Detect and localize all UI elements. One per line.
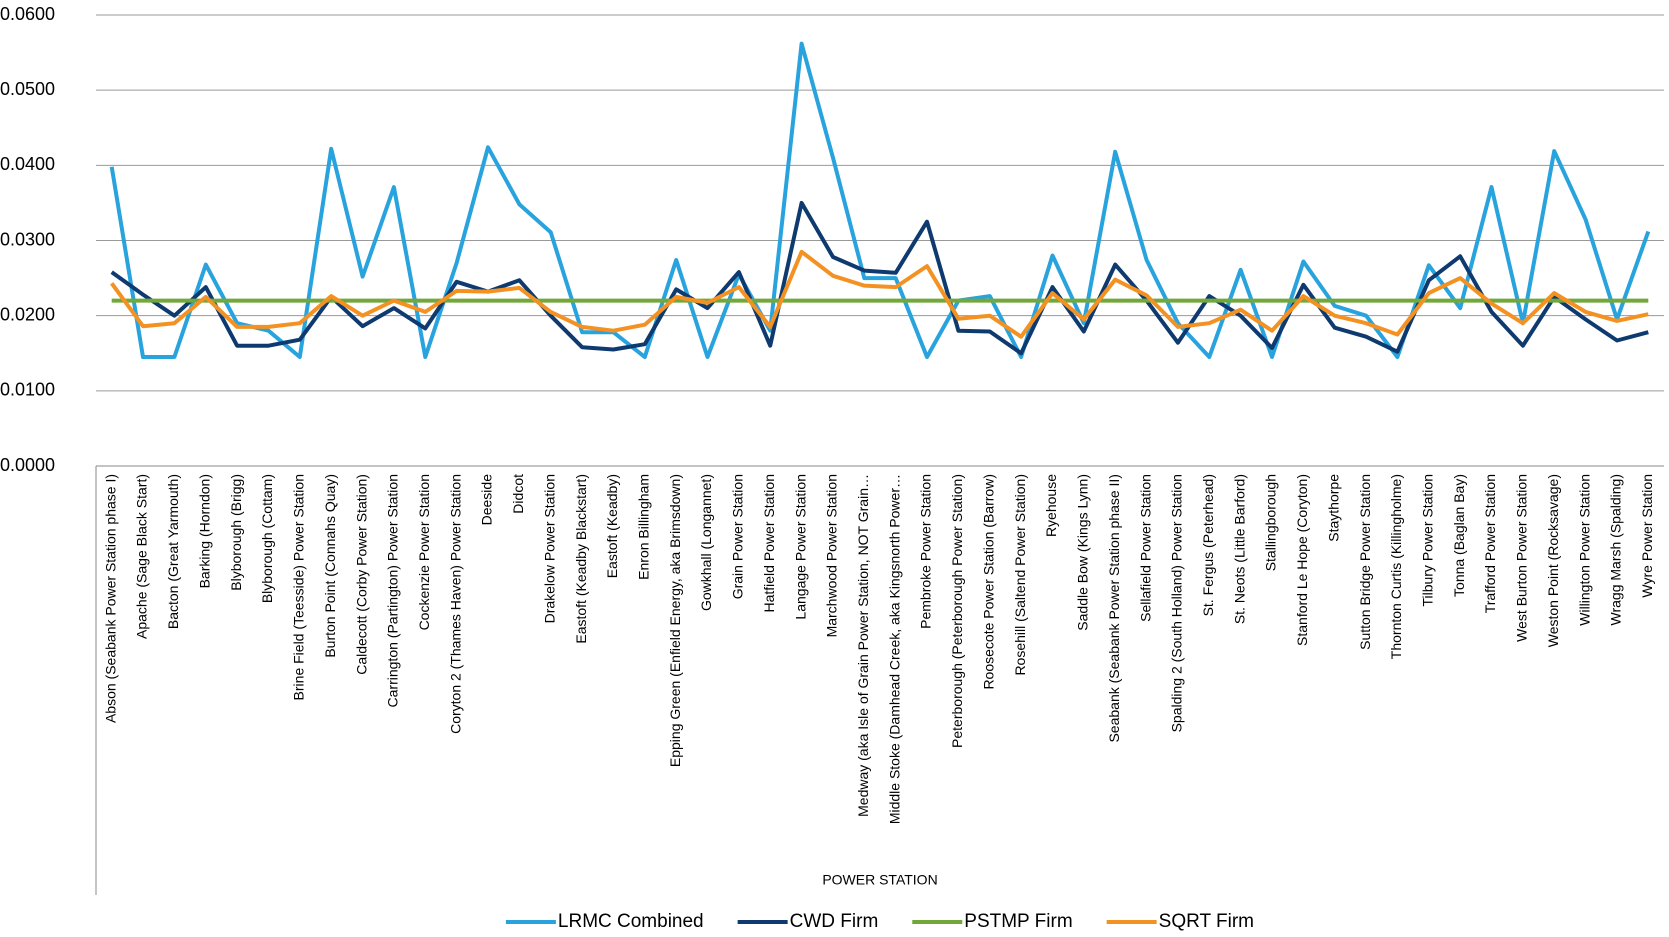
x-tick-label: Gowkhall (Longannet) (698, 474, 714, 611)
x-tick-label: Trafford Power Station (1482, 474, 1498, 613)
x-tick-label: Wragg Marsh (Spalding) (1608, 474, 1624, 625)
x-tick-label: Drakelow Power Station (541, 474, 557, 623)
y-tick-label: 0.0300 (0, 229, 55, 249)
x-tick-label: Saddle Bow (Kings Lynn) (1075, 474, 1091, 631)
y-tick-label: 0.0400 (0, 154, 55, 174)
x-tick-label: Tilbury Power Station (1420, 474, 1436, 607)
x-tick-label: Tonna (Baglan Bay) (1451, 474, 1467, 597)
x-tick-label: Spalding 2 (South Holland) Power Station (1169, 474, 1185, 732)
x-tick-label: Enron Billingham (636, 474, 652, 580)
x-tick-label: Eastoft (Keadby) (604, 474, 620, 578)
x-tick-label: Stallingborough (1263, 474, 1279, 571)
x-tick-label: Wyre Power Station (1639, 474, 1655, 598)
x-tick-label: Coryton 2 (Thames Haven) Power Station (447, 474, 463, 734)
x-tick-label: St. Neots (Little Barford) (1231, 474, 1247, 624)
x-tick-label: Hatfield Power Station (761, 474, 777, 613)
x-tick-label: Peterborough (Peterborough Power Station… (949, 474, 965, 748)
x-tick-label: Weston Point (Rocksavage) (1545, 474, 1561, 647)
x-tick-label: Blyborough (Cottam) (259, 474, 275, 603)
x-tick-label: Stanford Le Hope (Coryton) (1294, 474, 1310, 646)
x-tick-label: Sellafield Power Station (1137, 474, 1153, 622)
series-line (110, 249, 1649, 339)
x-tick-label: Cockenzie Power Station (416, 474, 432, 630)
x-tick-label: Brine Field (Teesside) Power Station (291, 474, 307, 700)
legend: LRMC Combined CWD Firm PSTMP Firm SQRT Firm (505, 911, 1254, 932)
legend-label: CWD Firm (790, 911, 879, 932)
x-tick-label: Burton Point (Connahs Quay) (322, 474, 338, 658)
x-tick-label: Willington Power Station (1576, 474, 1592, 626)
x-tick-label: Roosecote Power Station (Barrow) (980, 474, 996, 690)
x-tick-label: Marchwood Power Station (824, 474, 840, 637)
x-tick-label: Abson (Seabank Power Station phase I) (102, 474, 118, 723)
y-tick-label: 0.0100 (0, 380, 55, 400)
x-axis-title: POWER STATION (822, 872, 937, 888)
y-tick-label: 0.0200 (0, 304, 55, 324)
y-tick-label: 0.0600 (0, 4, 55, 24)
x-tick-label: Grain Power Station (730, 474, 746, 599)
x-tick-label: Eastoft (Keadby Blackstart) (573, 474, 589, 644)
series-line (110, 200, 1649, 356)
x-tick-label: Blyborough (Brigg) (228, 474, 244, 591)
x-tick-label: Staythorpe (1325, 474, 1341, 542)
x-tick-label: Sutton Bridge Power Station (1357, 474, 1373, 650)
x-tick-label: Ryehouse (1043, 474, 1059, 537)
x-tick-label: Carrington (Partington) Power Station (385, 474, 401, 707)
x-tick-label: Deeside (479, 474, 495, 526)
x-tick-label: Epping Green (Enfield Energy, aka Brimsd… (667, 474, 683, 767)
x-tick-label: Barking (Horndon) (196, 474, 212, 588)
x-tick-label: Thornton Curtis (Killingholme) (1388, 474, 1404, 659)
x-tick-label: Rosehill (Saltend Power Station) (1012, 474, 1028, 676)
x-tick-label: Apache (Sage Black Start) (134, 474, 150, 639)
y-tick-label: 0.0500 (0, 79, 55, 99)
legend-label: PSTMP Firm (964, 911, 1072, 932)
x-tick-label: Pembroke Power Station (918, 474, 934, 629)
x-tick-label: Seabank (Seabank Power Station phase II) (1106, 474, 1122, 743)
x-tick-label: Bacton (Great Yarmouth) (165, 474, 181, 629)
legend-label: SQRT Firm (1159, 911, 1254, 932)
x-tick-label: St. Fergus (Peterhead) (1200, 474, 1216, 616)
y-tick-label: 0.0000 (0, 455, 55, 475)
x-tick-label: Didcot (510, 474, 526, 514)
x-tick-label: Medway (aka Isle of Grain Power Station,… (855, 474, 871, 817)
legend-label: LRMC Combined (558, 911, 704, 932)
x-tick-label: West Burton Power Station (1514, 474, 1530, 642)
x-tick-label: Middle Stoke (Damhead Creek, aka Kingsno… (886, 474, 902, 824)
x-tick-label: Caldecott (Corby Power Station) (353, 474, 369, 675)
x-tick-label: Langage Power Station (792, 474, 808, 620)
